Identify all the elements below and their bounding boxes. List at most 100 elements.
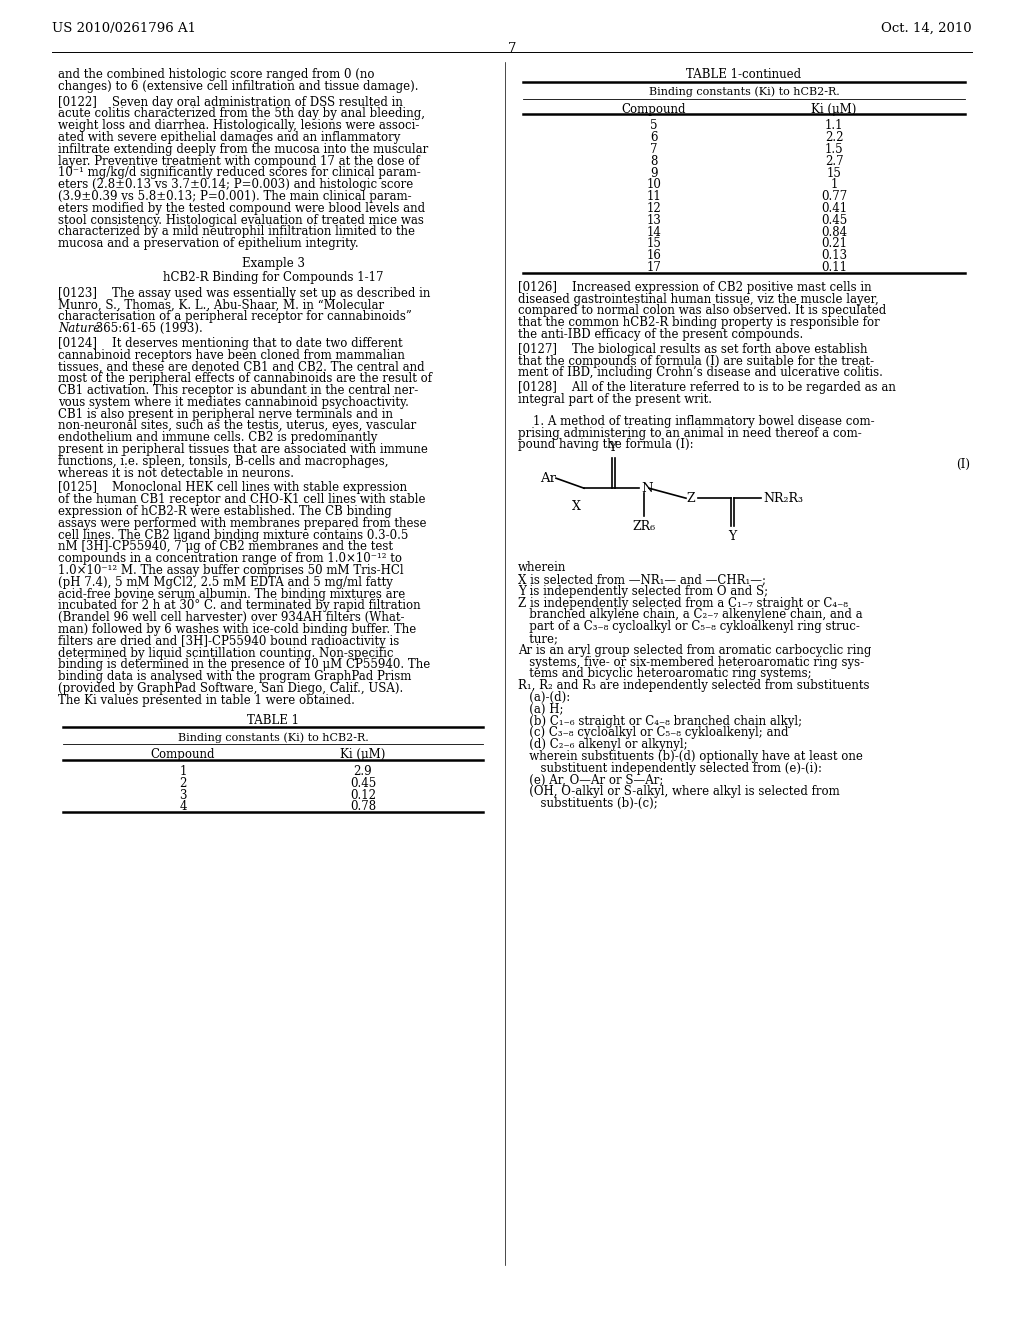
Text: 10: 10 — [646, 178, 662, 191]
Text: ZR₆: ZR₆ — [633, 520, 655, 533]
Text: part of a C₃₋₈ cycloalkyl or C₅₋₈ cykloalkenyl ring struc-: part of a C₃₋₈ cycloalkyl or C₅₋₈ cykloa… — [518, 620, 860, 634]
Text: Example 3: Example 3 — [242, 257, 304, 271]
Text: 5: 5 — [650, 119, 657, 132]
Text: eters modified by the tested compound were blood levels and: eters modified by the tested compound we… — [58, 202, 425, 215]
Text: layer. Preventive treatment with compound 17 at the dose of: layer. Preventive treatment with compoun… — [58, 154, 420, 168]
Text: expression of hCB2-R were established. The CB binding: expression of hCB2-R were established. T… — [58, 506, 392, 517]
Text: NR₂R₃: NR₂R₃ — [763, 491, 803, 504]
Text: 12: 12 — [646, 202, 662, 215]
Text: CB1 activation. This receptor is abundant in the central ner-: CB1 activation. This receptor is abundan… — [58, 384, 418, 397]
Text: Binding constants (Ki) to hCB2-R.: Binding constants (Ki) to hCB2-R. — [648, 87, 840, 98]
Text: 0.45: 0.45 — [821, 214, 847, 227]
Text: 7: 7 — [508, 42, 516, 55]
Text: 1: 1 — [179, 766, 186, 777]
Text: wherein: wherein — [518, 561, 566, 574]
Text: binding data is analysed with the program GraphPad Prism: binding data is analysed with the progra… — [58, 671, 412, 684]
Text: that the compounds of formula (I) are suitable for the treat-: that the compounds of formula (I) are su… — [518, 355, 874, 367]
Text: Compound: Compound — [622, 103, 686, 116]
Text: characterisation of a peripheral receptor for cannabinoids”: characterisation of a peripheral recepto… — [58, 310, 412, 323]
Text: branched alkylene chain, a C₂₋₇ alkenylene chain, and a: branched alkylene chain, a C₂₋₇ alkenyle… — [518, 609, 862, 622]
Text: Binding constants (Ki) to hCB2-R.: Binding constants (Ki) to hCB2-R. — [177, 733, 369, 743]
Text: Oct. 14, 2010: Oct. 14, 2010 — [882, 22, 972, 36]
Text: weight loss and diarrhea. Histologically, lesions were associ-: weight loss and diarrhea. Histologically… — [58, 119, 420, 132]
Text: endothelium and immune cells. CB2 is predominantly: endothelium and immune cells. CB2 is pre… — [58, 432, 378, 445]
Text: pound having the formula (I):: pound having the formula (I): — [518, 438, 693, 451]
Text: and the combined histologic score ranged from 0 (no: and the combined histologic score ranged… — [58, 69, 375, 81]
Text: 1: 1 — [830, 178, 838, 191]
Text: R₁, R₂ and R₃ are independently selected from substituents: R₁, R₂ and R₃ are independently selected… — [518, 680, 869, 692]
Text: TABLE 1: TABLE 1 — [247, 714, 299, 726]
Text: 15: 15 — [826, 166, 842, 180]
Text: [0126]    Increased expression of CB2 positive mast cells in: [0126] Increased expression of CB2 posit… — [518, 281, 871, 294]
Text: Ar: Ar — [540, 471, 556, 484]
Text: incubated for 2 h at 30° C. and terminated by rapid filtration: incubated for 2 h at 30° C. and terminat… — [58, 599, 421, 612]
Text: TABLE 1-continued: TABLE 1-continued — [686, 69, 802, 81]
Text: stool consistency. Histological evaluation of treated mice was: stool consistency. Histological evaluati… — [58, 214, 424, 227]
Text: present in peripheral tissues that are associated with immune: present in peripheral tissues that are a… — [58, 444, 428, 455]
Text: cannabinoid receptors have been cloned from mammalian: cannabinoid receptors have been cloned f… — [58, 348, 404, 362]
Text: Ki (μM): Ki (μM) — [340, 748, 386, 762]
Text: vous system where it mediates cannabinoid psychoactivity.: vous system where it mediates cannabinoi… — [58, 396, 409, 409]
Text: 1.0×10⁻¹² M. The assay buffer comprises 50 mM Tris-HCl: 1.0×10⁻¹² M. The assay buffer comprises … — [58, 564, 403, 577]
Text: man) followed by 6 washes with ice-cold binding buffer. The: man) followed by 6 washes with ice-cold … — [58, 623, 416, 636]
Text: 2: 2 — [179, 776, 186, 789]
Text: 13: 13 — [646, 214, 662, 227]
Text: (3.9±0.39 vs 5.8±0.13; P=0.001). The main clinical param-: (3.9±0.39 vs 5.8±0.13; P=0.001). The mai… — [58, 190, 412, 203]
Text: 17: 17 — [646, 261, 662, 275]
Text: tems and bicyclic heteroaromatic ring systems;: tems and bicyclic heteroaromatic ring sy… — [518, 668, 812, 680]
Text: (pH 7.4), 5 mM MgCl2, 2.5 mM EDTA and 5 mg/ml fatty: (pH 7.4), 5 mM MgCl2, 2.5 mM EDTA and 5 … — [58, 576, 393, 589]
Text: (d) C₂₋₆ alkenyl or alkynyl;: (d) C₂₋₆ alkenyl or alkynyl; — [518, 738, 688, 751]
Text: The Ki values presented in table 1 were obtained.: The Ki values presented in table 1 were … — [58, 694, 355, 706]
Text: 0.41: 0.41 — [821, 202, 847, 215]
Text: X is selected from —NR₁— and —CHR₁—;: X is selected from —NR₁— and —CHR₁—; — [518, 573, 766, 586]
Text: Y: Y — [728, 531, 736, 544]
Text: (Brandel 96 well cell harvester) over 934AH filters (What-: (Brandel 96 well cell harvester) over 93… — [58, 611, 404, 624]
Text: N: N — [641, 482, 652, 495]
Text: integral part of the present writ.: integral part of the present writ. — [518, 393, 712, 407]
Text: most of the peripheral effects of cannabinoids are the result of: most of the peripheral effects of cannab… — [58, 372, 432, 385]
Text: X: X — [571, 500, 581, 513]
Text: substituents (b)-(c);: substituents (b)-(c); — [518, 797, 657, 810]
Text: infiltrate extending deeply from the mucosa into the muscular: infiltrate extending deeply from the muc… — [58, 143, 428, 156]
Text: eters (2.8±0.13 vs 3.7±0.14; P=0.003) and histologic score: eters (2.8±0.13 vs 3.7±0.14; P=0.003) an… — [58, 178, 414, 191]
Text: 0.21: 0.21 — [821, 238, 847, 251]
Text: Y is independently selected from O and S;: Y is independently selected from O and S… — [518, 585, 768, 598]
Text: Z is independently selected from a C₁₋₇ straight or C₄₋₈: Z is independently selected from a C₁₋₇ … — [518, 597, 848, 610]
Text: Ar is an aryl group selected from aromatic carbocyclic ring: Ar is an aryl group selected from aromat… — [518, 644, 871, 657]
Text: 1.5: 1.5 — [824, 143, 844, 156]
Text: acute colitis characterized from the 5th day by anal bleeding,: acute colitis characterized from the 5th… — [58, 107, 425, 120]
Text: acid-free bovine serum albumin. The binding mixtures are: acid-free bovine serum albumin. The bind… — [58, 587, 406, 601]
Text: non-neuronal sites, such as the testis, uterus, eyes, vascular: non-neuronal sites, such as the testis, … — [58, 420, 416, 433]
Text: US 2010/0261796 A1: US 2010/0261796 A1 — [52, 22, 196, 36]
Text: prising administering to an animal in need thereof a com-: prising administering to an animal in ne… — [518, 426, 862, 440]
Text: mucosa and a preservation of epithelium integrity.: mucosa and a preservation of epithelium … — [58, 238, 358, 251]
Text: [0122]    Seven day oral administration of DSS resulted in: [0122] Seven day oral administration of … — [58, 95, 402, 108]
Text: ated with severe epithelial damages and an inflammatory: ated with severe epithelial damages and … — [58, 131, 400, 144]
Text: (OH, O-alkyl or S-alkyl, where alkyl is selected from: (OH, O-alkyl or S-alkyl, where alkyl is … — [518, 785, 840, 799]
Text: 1. A method of treating inflammatory bowel disease com-: 1. A method of treating inflammatory bow… — [518, 414, 874, 428]
Text: 0.12: 0.12 — [350, 788, 376, 801]
Text: diseased gastrointestinal human tissue, viz the muscle layer,: diseased gastrointestinal human tissue, … — [518, 293, 879, 306]
Text: 0.84: 0.84 — [821, 226, 847, 239]
Text: functions, i.e. spleen, tonsils, B-cells and macrophages,: functions, i.e. spleen, tonsils, B-cells… — [58, 455, 388, 467]
Text: wherein substituents (b)-(d) optionally have at least one: wherein substituents (b)-(d) optionally … — [518, 750, 863, 763]
Text: 2.2: 2.2 — [824, 131, 843, 144]
Text: CB1 is also present in peripheral nerve terminals and in: CB1 is also present in peripheral nerve … — [58, 408, 393, 421]
Text: (e) Ar, O—Ar or S—Ar;: (e) Ar, O—Ar or S—Ar; — [518, 774, 664, 787]
Text: [0128]    All of the literature referred to is to be regarded as an: [0128] All of the literature referred to… — [518, 381, 896, 395]
Text: 15: 15 — [646, 238, 662, 251]
Text: 16: 16 — [646, 249, 662, 263]
Text: 0.78: 0.78 — [350, 800, 376, 813]
Text: Munro, S., Thomas, K. L., Abu-Shaar, M. in “Molecular: Munro, S., Thomas, K. L., Abu-Shaar, M. … — [58, 298, 384, 312]
Text: systems, five- or six-membered heteroaromatic ring sys-: systems, five- or six-membered heteroaro… — [518, 656, 864, 669]
Text: 8: 8 — [650, 154, 657, 168]
Text: 2.9: 2.9 — [353, 766, 373, 777]
Text: whereas it is not detectable in neurons.: whereas it is not detectable in neurons. — [58, 466, 294, 479]
Text: 6: 6 — [650, 131, 657, 144]
Text: tissues, and these are denoted CB1 and CB2. The central and: tissues, and these are denoted CB1 and C… — [58, 360, 425, 374]
Text: ment of IBD, including Crohn’s disease and ulcerative colitis.: ment of IBD, including Crohn’s disease a… — [518, 367, 883, 379]
Text: the anti-IBD efficacy of the present compounds.: the anti-IBD efficacy of the present com… — [518, 327, 803, 341]
Text: (a) H;: (a) H; — [518, 702, 563, 715]
Text: Z: Z — [687, 491, 695, 504]
Text: assays were performed with membranes prepared from these: assays were performed with membranes pre… — [58, 517, 427, 529]
